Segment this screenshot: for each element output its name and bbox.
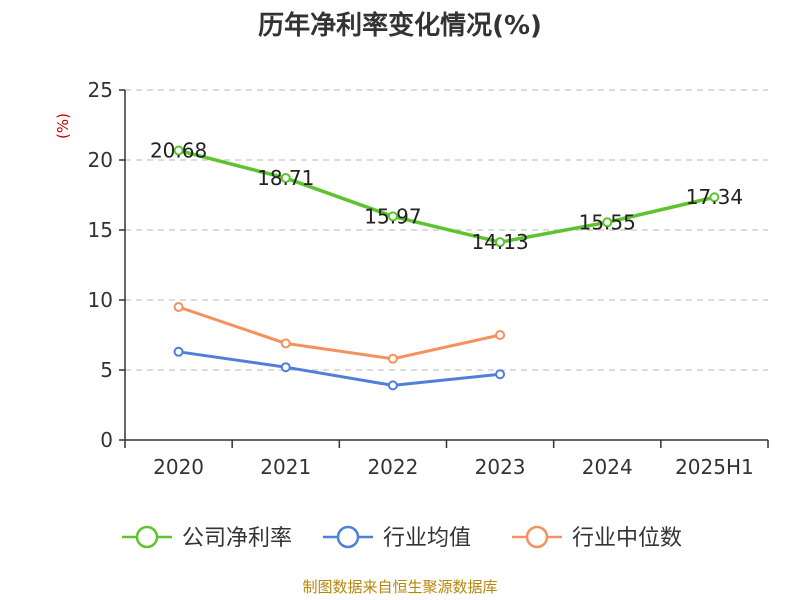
legend-marker — [336, 525, 360, 549]
y-tick-label: 10 — [88, 288, 113, 312]
legend-label: 行业均值 — [383, 526, 471, 551]
data-point[interactable] — [495, 330, 506, 340]
data-point[interactable] — [709, 192, 720, 203]
data-label: 20.68 — [150, 138, 207, 162]
y-axis-unit-label: (%) — [54, 113, 72, 139]
data-point[interactable] — [280, 173, 291, 184]
series-2 — [173, 302, 506, 364]
y-tick-label: 5 — [100, 358, 113, 382]
data-label: 18.71 — [257, 166, 314, 190]
axes: 0 5 10 15 20 25 2020 2021 2022 2023 2024 2025H1 — [88, 78, 769, 479]
y-tick-label: 25 — [88, 78, 113, 102]
series-0 — [173, 145, 720, 248]
x-tick-label: 2025H1 — [675, 455, 754, 479]
chart-title: 历年净利率变化情况(%) — [258, 10, 542, 41]
series-line — [178, 148, 715, 244]
legend[interactable]: 公司净利率 行业均值 行业中位数 — [122, 525, 682, 551]
data-point[interactable] — [280, 338, 291, 349]
x-tick-label: 2021 — [260, 455, 311, 479]
legend-marker — [525, 525, 549, 549]
data-point[interactable] — [173, 145, 184, 156]
data-point[interactable] — [280, 362, 291, 373]
y-tick-label: 15 — [88, 218, 113, 242]
legend-label: 行业中位数 — [572, 526, 682, 551]
data-labels: 20.68 18.71 15.97 14.13 15.55 17.34 — [150, 138, 743, 254]
legend-item-2[interactable]: 行业中位数 — [512, 525, 682, 551]
y-tick-label: 0 — [100, 428, 113, 452]
data-point[interactable] — [387, 380, 398, 391]
data-point[interactable] — [495, 237, 506, 248]
data-point[interactable] — [387, 211, 398, 222]
data-point[interactable] — [173, 302, 184, 312]
data-label: 15.55 — [579, 210, 636, 234]
x-tick-label: 2024 — [582, 455, 633, 479]
legend-item-1[interactable]: 行业均值 — [323, 525, 471, 551]
legend-label: 公司净利率 — [182, 526, 292, 551]
data-label: 17.34 — [686, 185, 743, 209]
legend-marker — [135, 525, 159, 549]
y-tick-label: 20 — [88, 148, 113, 172]
source-note: 制图数据来自恒生聚源数据库 — [302, 578, 497, 596]
series-layer — [173, 145, 720, 391]
x-tick-label: 2020 — [153, 455, 204, 479]
series-line — [178, 350, 501, 387]
legend-item-0[interactable]: 公司净利率 — [122, 525, 292, 551]
x-tick-label: 2023 — [475, 455, 526, 479]
data-label: 14.13 — [471, 230, 528, 254]
series-line — [178, 305, 501, 361]
data-point[interactable] — [387, 353, 398, 364]
series-1 — [173, 346, 506, 391]
data-point[interactable] — [602, 217, 613, 228]
data-point[interactable] — [173, 346, 184, 357]
data-label: 15.97 — [364, 204, 421, 228]
x-tick-label: 2022 — [367, 455, 418, 479]
data-point[interactable] — [495, 369, 506, 380]
